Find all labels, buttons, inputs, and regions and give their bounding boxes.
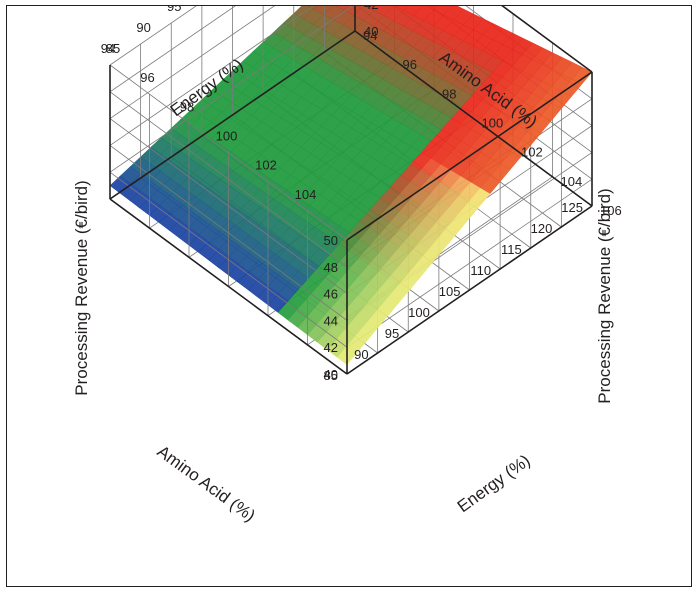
front-gridline: [109, 6, 236, 93]
axis-edge: [109, 30, 356, 200]
front-gridline: [109, 171, 348, 348]
tick-label: 95: [167, 6, 181, 14]
tick-label: 85: [106, 41, 120, 56]
axis-edge: [354, 30, 593, 207]
surface: [109, 6, 593, 365]
tick-label: 120: [531, 221, 553, 236]
y-axis-title-bottom: Amino Acid (%): [154, 442, 259, 526]
tick-label: 85: [324, 368, 338, 383]
front-gridline: [109, 64, 348, 241]
tick-label: 102: [521, 145, 543, 160]
axis-edge: [501, 6, 593, 73]
tick-label: 115: [501, 242, 522, 257]
tick-label: 125: [561, 200, 583, 215]
tick-label: 104: [295, 187, 317, 202]
tick-label: 105: [439, 284, 461, 299]
tick-label: 90: [354, 347, 368, 362]
z-axis-title-left: Processing Revenue (€/bird): [72, 180, 91, 395]
tick-label: 96: [403, 57, 417, 72]
figure-frame: 85 90 95 100 105 110 115 120 125 94 96 98 100 102 104 1…: [6, 5, 692, 587]
tick-label: 100: [216, 129, 238, 144]
tick-label: 102: [255, 158, 277, 173]
tick-label: 90: [136, 20, 150, 35]
tick-label: 100: [408, 305, 430, 320]
front-gridline: [109, 6, 314, 146]
z-axis-title-right: Processing Revenue (€/bird): [595, 188, 614, 403]
front-gridline: [109, 145, 348, 321]
front-gridline: [109, 118, 348, 294]
axis-edge: [109, 198, 348, 375]
front-gridline: [109, 91, 348, 268]
tick-label: 40: [324, 367, 338, 382]
tick-label: 50: [324, 233, 338, 248]
surface-chart: 85 90 95 100 105 110 115 120 125 94 96 98 100 102 104 1…: [72, 6, 622, 526]
tick-label: 110: [470, 263, 491, 278]
front-gridline: [109, 6, 275, 119]
tick-label: 96: [140, 70, 154, 85]
tick-label: 95: [385, 326, 399, 341]
tick-label: 106: [600, 203, 622, 218]
tick-label: 94: [101, 41, 115, 56]
tick-label: 42: [324, 340, 338, 355]
tick-label: 104: [561, 174, 583, 189]
axis-edge: [346, 71, 593, 241]
tick-label: 44: [324, 313, 338, 328]
axis-edge: [346, 205, 593, 375]
tick-label: 98: [180, 99, 194, 114]
tick-label: 98: [442, 86, 456, 101]
tick-label: 42: [364, 6, 378, 12]
wall-gridline: [346, 178, 593, 348]
tick-label: 46: [324, 287, 338, 302]
tick-label: 94: [363, 28, 377, 43]
tick-label: 40: [364, 24, 378, 39]
front-gridline: [109, 6, 354, 173]
tick-label: 100: [482, 116, 504, 131]
x-axis-title-bottom: Energy (%): [454, 451, 534, 516]
surface-patch: [109, 175, 131, 194]
tick-label: 48: [324, 260, 338, 275]
front-gridline: [109, 6, 197, 66]
